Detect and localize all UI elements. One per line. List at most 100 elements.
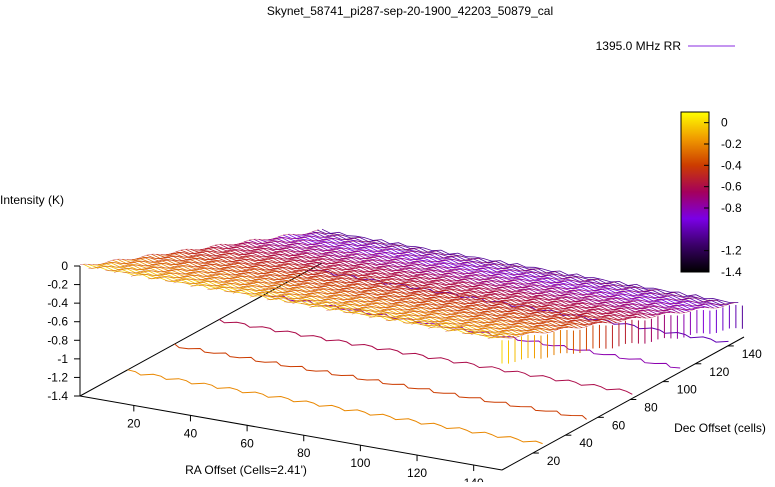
surface-line-ra: [453, 295, 693, 331]
surface-line-ra: [309, 272, 549, 308]
surface-line-ra: [496, 302, 736, 339]
surface-line-ra: [156, 243, 396, 280]
surface-line-ra: [487, 303, 727, 340]
z-tick-label: -1.2: [47, 370, 68, 384]
surface-line-dec: [263, 239, 681, 314]
surface-line-ra: [317, 271, 557, 307]
surface-line-dec: [258, 238, 676, 314]
z-tick-label: -0.2: [47, 278, 68, 292]
z-tick-label: -1.4: [47, 389, 68, 403]
x-tick-label: 80: [297, 446, 311, 460]
surface-line-ra: [462, 297, 702, 334]
surface-line-ra: [105, 234, 345, 271]
z-axis-label: Intensity (K): [0, 193, 64, 207]
surface-line-ra: [292, 268, 532, 305]
contour-line: [219, 318, 633, 395]
colorbar-tick-label: -1.2: [721, 244, 742, 258]
colorbar-tick-label: 0: [721, 116, 728, 130]
x-tick-label: 40: [184, 426, 198, 440]
surface-line-dec: [195, 249, 612, 324]
x-tick-label: 120: [407, 466, 427, 480]
surface-line-ra: [428, 293, 668, 329]
z-tick-label: -0.4: [47, 296, 68, 310]
surface-line-dec: [92, 264, 510, 339]
colorbar-tick-label: -0.8: [721, 201, 742, 215]
base-edge-front: [79, 395, 503, 471]
y-tick-label: 100: [677, 383, 697, 397]
surface-line-ra: [198, 250, 438, 287]
surface-line-ra: [300, 268, 540, 305]
x-axis-label: RA Offset (Cells=2.41'): [185, 463, 307, 477]
surface-line-ra: [122, 237, 362, 274]
x-tick-label: 140: [464, 476, 484, 482]
surface-line-ra: [164, 245, 404, 282]
surface-line-dec: [278, 236, 695, 310]
surface-line-dec: [209, 246, 627, 320]
surface-mesh: [79, 228, 743, 364]
base-edge-right: [501, 336, 745, 471]
colorbar-tick-label: -1.4: [721, 265, 742, 279]
surface-line-dec: [175, 251, 593, 325]
surface-line-ra: [258, 260, 498, 297]
surface-line-ra: [139, 239, 379, 276]
x-tick-label: 100: [350, 456, 370, 470]
surface-line-dec: [321, 228, 739, 304]
surface-line-ra: [241, 258, 481, 295]
surface-line-ra: [385, 284, 625, 322]
y-tick-label: 140: [742, 347, 762, 361]
surface-line-ra: [224, 255, 464, 292]
surface-line-ra: [326, 274, 566, 311]
surface-line-ra: [232, 258, 472, 294]
surface-line-ra: [419, 289, 659, 326]
surface-line-ra: [88, 232, 328, 269]
surface-line-dec: [122, 258, 539, 334]
surface-line-ra: [470, 299, 710, 336]
contour-line: [263, 294, 681, 369]
surface-line-ra: [266, 263, 506, 301]
surface-line-ra: [343, 276, 583, 313]
surface-line-ra: [147, 243, 387, 280]
surface-line-dec: [224, 243, 641, 319]
colorbar-tick-label: -0.6: [721, 180, 742, 194]
surface-line-ra: [207, 253, 447, 290]
surface-line-dec: [141, 256, 559, 330]
surface-line-dec: [243, 241, 661, 315]
colorbar-tick-label: -0.2: [721, 137, 742, 151]
x-tick-label: 60: [240, 436, 254, 450]
base-plane: [79, 262, 745, 471]
surface-line-dec: [107, 261, 524, 335]
surface-line-ra: [249, 261, 489, 298]
contour-line: [127, 369, 543, 445]
surface-line-ra: [283, 266, 523, 303]
surface-line-ra: [113, 237, 353, 273]
surface-line-dec: [253, 238, 671, 314]
y-tick-label: 20: [547, 454, 561, 468]
y-axis-label: Dec Offset (cells): [674, 421, 766, 435]
y-tick-label: 60: [612, 418, 626, 432]
z-tick-label: -1: [57, 352, 68, 366]
surface-line-dec: [292, 233, 710, 309]
surface-line-dec: [87, 263, 505, 339]
contour-line: [174, 343, 587, 420]
surface-line-ra: [181, 247, 421, 284]
surface-line-ra: [360, 279, 600, 316]
y-tick-label: 120: [709, 365, 729, 379]
surface-line-ra: [130, 240, 370, 277]
surface-line-ra: [79, 229, 319, 266]
surface-line-dec: [156, 253, 573, 329]
surface-line-dec: [312, 231, 729, 305]
surface-line-ra: [190, 251, 430, 287]
surface-line-dec: [229, 244, 646, 319]
z-tick-label: -0.8: [47, 333, 68, 347]
surface-line-ra: [96, 233, 336, 269]
y-tick-label: 40: [579, 436, 593, 450]
surface-line-ra: [368, 282, 608, 319]
surface-line-ra: [394, 284, 634, 321]
surface-line-ra: [411, 289, 651, 325]
z-tick-label: 0: [61, 259, 68, 273]
axes: 0 -0.2 -0.4 -0.6 -0.8 -1 -1.2 -1.4 20 40 60 80 100 12…: [47, 259, 762, 487]
surface-line-ra: [479, 299, 719, 337]
z-tick-label: -0.6: [47, 315, 68, 329]
